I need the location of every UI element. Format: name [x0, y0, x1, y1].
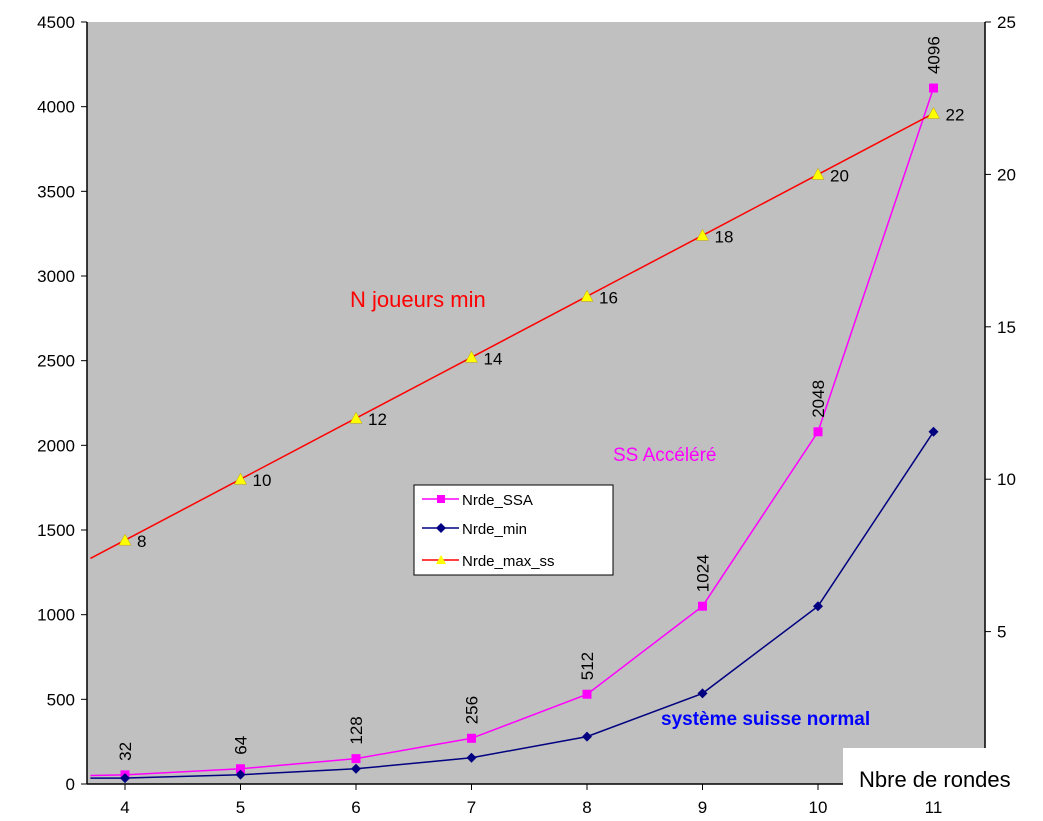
marker-square: [582, 689, 592, 699]
x-axis-title-box: [843, 748, 1043, 798]
data-label-ssa: 512: [578, 652, 597, 680]
plot-area: [87, 22, 985, 784]
marker-diamond: [120, 773, 130, 784]
marker-square: [236, 764, 245, 774]
marker-triangle: [580, 289, 594, 302]
x-tick-label: 7: [467, 798, 476, 816]
annotation-n-joueurs-min: N joueurs min: [350, 287, 486, 312]
x-tick-label: 4: [120, 798, 129, 816]
x-tick-label: 11: [925, 798, 943, 816]
marker-square: [351, 754, 361, 764]
data-label-ssa: 32: [116, 742, 135, 761]
y-left-tick-label: 2000: [37, 436, 75, 455]
y-right-tick-label: 5: [997, 623, 1006, 642]
marker-diamond: [466, 752, 477, 763]
marker-square: [813, 427, 823, 437]
legend-label-max-ss: Nrde_max_ss: [462, 553, 555, 570]
legend-marker-max-ss: [436, 555, 446, 564]
data-label-ssa: 2048: [809, 380, 828, 418]
marker-triangle: [811, 167, 825, 180]
marker-diamond: [582, 731, 592, 742]
y-left-tick-label: 0: [66, 775, 75, 794]
marker-triangle: [465, 350, 478, 363]
data-label-max-ss: 10: [253, 471, 272, 490]
marker-triangle: [118, 533, 132, 546]
marker-triangle: [349, 411, 363, 424]
marker-square: [698, 601, 707, 611]
annotation-ss-accelere: SS Accéléré: [613, 445, 717, 466]
y-left-tick-label: 4500: [37, 13, 75, 32]
data-label-ssa: 128: [347, 716, 366, 744]
data-label-ssa: 256: [463, 696, 482, 724]
y-left-tick-label: 4000: [37, 98, 75, 117]
y-left-tick-label: 3000: [37, 267, 75, 286]
marker-triangle: [927, 106, 940, 119]
legend-label-ssa: Nrde_SSA: [462, 492, 533, 509]
data-label-max-ss: 12: [368, 410, 387, 429]
x-axis-title: Nbre de rondes: [859, 767, 1011, 792]
x-tick-label: 5: [236, 798, 245, 816]
data-label-max-ss: 16: [599, 288, 618, 307]
marker-diamond: [351, 763, 361, 774]
legend-label-min: Nrde_min: [462, 521, 527, 538]
legend-marker-ssa: [437, 495, 445, 503]
marker-square: [467, 733, 476, 743]
data-label-max-ss: 18: [715, 227, 734, 246]
series-markers: [118, 83, 940, 784]
data-label-max-ss: 20: [830, 166, 849, 185]
data-label-ssa: 64: [232, 736, 251, 755]
x-tick-label: 10: [809, 798, 828, 816]
y-right-tick-label: 25: [997, 13, 1016, 32]
data-labels: 32 64 128 256 512 1024 2048 4096 8 10 12 14 16 18 20 22: [116, 36, 964, 761]
annotation-systeme-suisse-normal: système suisse normal: [661, 709, 870, 730]
marker-triangle: [696, 228, 709, 241]
data-label-max-ss: 8: [137, 532, 146, 551]
legend-marker-min: [436, 523, 446, 533]
marker-diamond: [235, 769, 246, 780]
marker-square: [929, 83, 938, 93]
y-right-tick-label: 10: [997, 470, 1016, 489]
marker-diamond: [697, 688, 708, 699]
legend: Nrde_SSA Nrde_min Nrde_max_ss: [413, 484, 614, 576]
y-right-tick-label: 20: [997, 165, 1016, 184]
x-tick-label: 9: [698, 798, 707, 816]
data-label-max-ss: 22: [946, 105, 965, 124]
marker-diamond: [928, 426, 939, 437]
axes: 0 500 1000 1500 2000 2500 3000 3500 4000 4500 5 10 1…: [37, 13, 1016, 817]
x-tick-label: 8: [582, 798, 591, 816]
data-label-max-ss: 14: [484, 349, 503, 368]
data-label-ssa: 1024: [694, 554, 713, 592]
x-tick-label: 6: [351, 798, 360, 816]
y-right-tick-label: 15: [997, 318, 1016, 337]
y-left-tick-label: 1000: [37, 606, 75, 625]
marker-diamond: [813, 601, 823, 612]
y-left-tick-label: 2500: [37, 352, 75, 371]
y-left-tick-label: 3500: [37, 182, 75, 201]
y-left-tick-label: 500: [47, 690, 75, 709]
marker-triangle: [234, 472, 247, 485]
y-left-tick-label: 1500: [37, 521, 75, 540]
data-label-ssa: 4096: [925, 36, 944, 74]
